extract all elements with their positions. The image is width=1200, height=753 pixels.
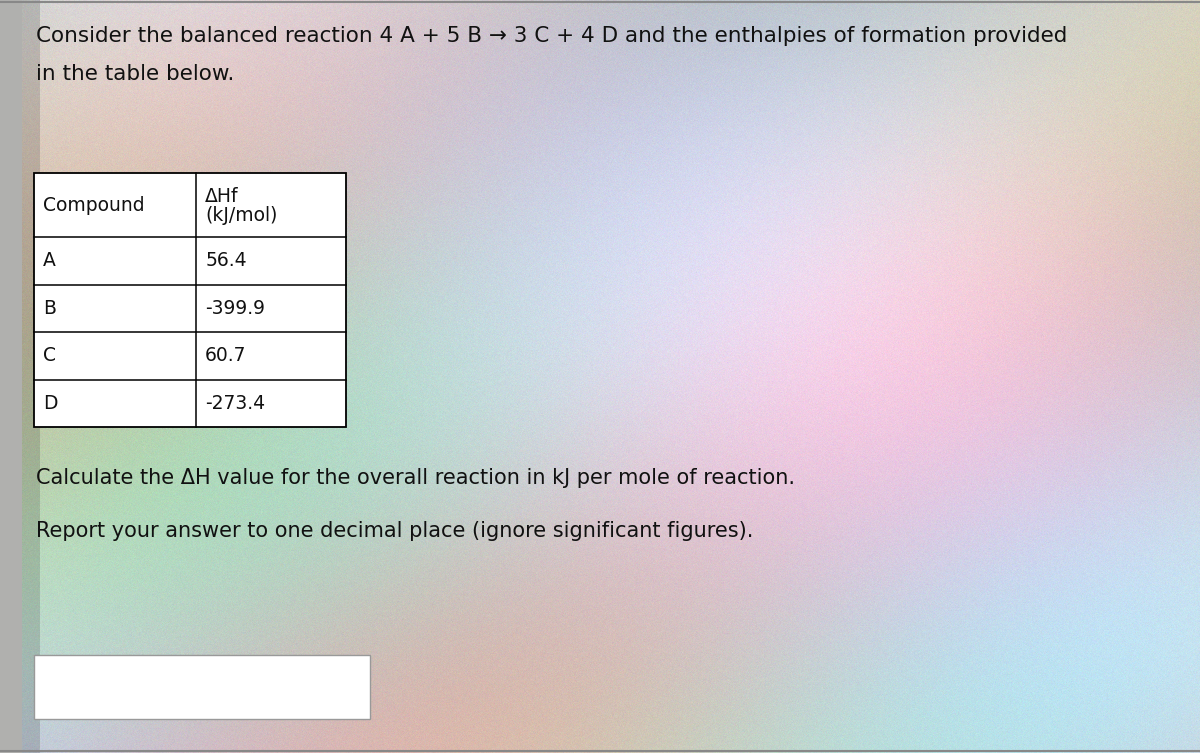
Text: ΔHf: ΔHf — [205, 187, 239, 206]
Bar — [34, 173, 346, 427]
Text: C: C — [43, 346, 56, 365]
Text: Report your answer to one decimal place (ignore significant figures).: Report your answer to one decimal place … — [36, 521, 754, 541]
Text: (kJ/mol): (kJ/mol) — [205, 206, 277, 225]
Text: Calculate the ΔH value for the overall reaction in kJ per mole of reaction.: Calculate the ΔH value for the overall r… — [36, 468, 796, 489]
Text: in the table below.: in the table below. — [36, 64, 234, 84]
Text: D: D — [43, 394, 58, 413]
Text: A: A — [43, 252, 56, 270]
Text: -273.4: -273.4 — [205, 394, 265, 413]
Text: B: B — [43, 299, 56, 318]
Text: -399.9: -399.9 — [205, 299, 265, 318]
Text: Consider the balanced reaction 4 A + 5 B → 3 C + 4 D and the enthalpies of forma: Consider the balanced reaction 4 A + 5 B… — [36, 26, 1067, 47]
Text: 60.7: 60.7 — [205, 346, 247, 365]
Text: Compound: Compound — [43, 196, 145, 215]
Bar — [0, 0, 22, 753]
Text: 56.4: 56.4 — [205, 252, 247, 270]
Bar — [34, 655, 370, 719]
